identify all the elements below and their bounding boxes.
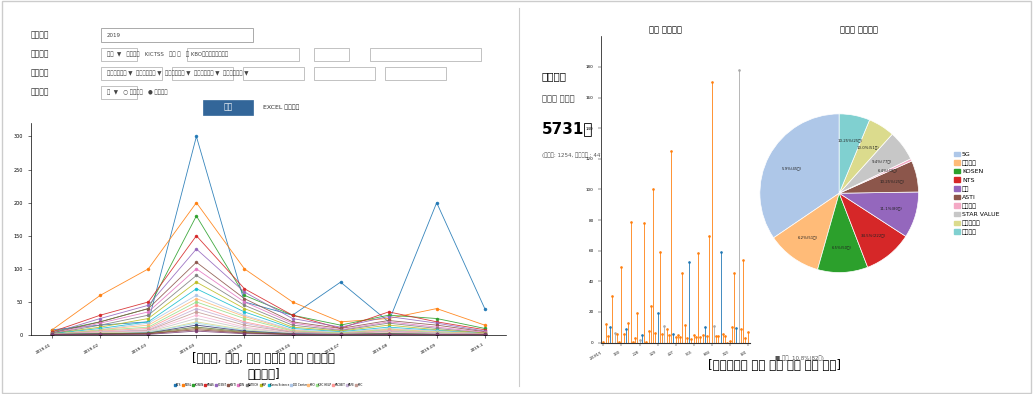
FancyBboxPatch shape <box>314 67 375 80</box>
Text: ■ 논문  10.8%(82건): ■ 논문 10.8%(82건) <box>775 355 823 361</box>
FancyBboxPatch shape <box>101 48 136 61</box>
FancyBboxPatch shape <box>385 67 445 80</box>
Text: 정렬기준: 정렬기준 <box>31 87 50 97</box>
Text: 전체  ▼   서비스명   KICTSS   기능 명   에 KBO그래일인리물동록: 전체 ▼ 서비스명 KICTSS 기능 명 에 KBO그래일인리물동록 <box>106 51 227 57</box>
Text: [서비스, 기능, 회원 유형에 따른 이용빈도: [서비스, 기능, 회원 유형에 따른 이용빈도 <box>192 352 335 365</box>
FancyBboxPatch shape <box>101 67 162 80</box>
Text: 해당기간: 해당기간 <box>541 71 567 81</box>
Text: 2019: 2019 <box>106 33 121 37</box>
Text: 유형선택: 유형선택 <box>31 69 50 78</box>
Text: 본부명칭: 본부명칭 <box>31 50 50 59</box>
Text: 그래프화]: 그래프화] <box>247 368 280 381</box>
Text: 5731건: 5731건 <box>541 121 593 136</box>
Text: 검색: 검색 <box>223 103 232 112</box>
Text: 소사유형선택 ▼  이용유형선택 ▼  연구분야선택 ▼  이용목적선택 ▼  연구지역선택 ▼: 소사유형선택 ▼ 이용유형선택 ▼ 연구분야선택 ▼ 이용목적선택 ▼ 연구지역… <box>106 70 248 76</box>
FancyBboxPatch shape <box>370 48 481 61</box>
Text: 검색 이용현황: 검색 이용현황 <box>649 25 682 34</box>
Text: EXCEL 다운로드: EXCEL 다운로드 <box>263 104 300 110</box>
Text: 검색년도: 검색년도 <box>31 31 50 40</box>
FancyBboxPatch shape <box>101 28 253 42</box>
FancyBboxPatch shape <box>173 67 233 80</box>
FancyBboxPatch shape <box>101 86 136 98</box>
Text: 년  ▼   ○ 오름자순   ● 내림자순: 년 ▼ ○ 오름자순 ● 내림자순 <box>106 89 167 95</box>
Text: (로그인: 1254, 비로그인 : 4477): (로그인: 1254, 비로그인 : 4477) <box>541 152 609 158</box>
FancyBboxPatch shape <box>202 100 253 115</box>
Text: 검색어 이용현황: 검색어 이용현황 <box>840 25 878 34</box>
FancyBboxPatch shape <box>314 48 349 61</box>
FancyBboxPatch shape <box>243 67 304 80</box>
Text: [통합검색을 통한 검색 이용 현황 제공]: [통합검색을 통한 검색 이용 현황 제공] <box>709 359 841 372</box>
Text: 검색어 총건수: 검색어 총건수 <box>541 94 574 103</box>
FancyBboxPatch shape <box>188 48 299 61</box>
